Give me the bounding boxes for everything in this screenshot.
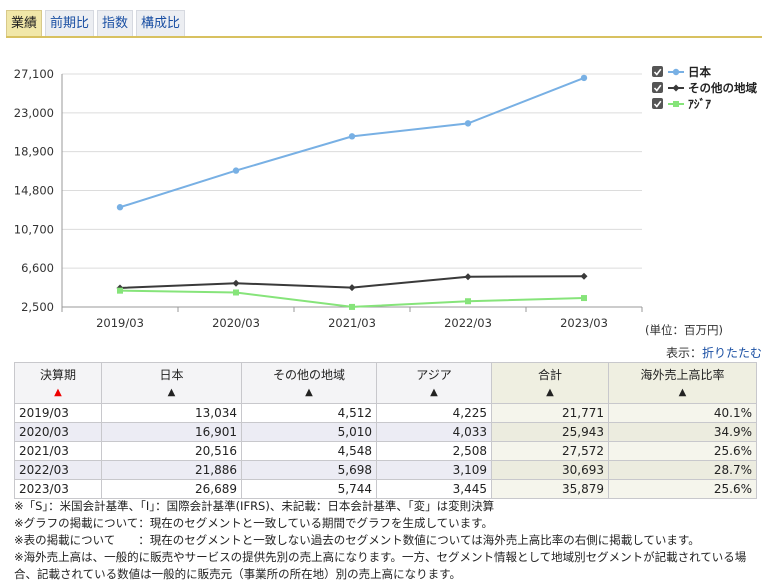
data-point [232, 167, 240, 174]
tab-composition[interactable]: 構成比 [136, 10, 186, 36]
tab-yoy[interactable]: 前期比 [45, 10, 95, 36]
x-tick-label: 2021/03 [328, 316, 376, 330]
data-point [117, 287, 123, 294]
col-header-total[interactable]: 合計 ▲ [491, 362, 609, 404]
sort-arrow-icon: ▲ [546, 387, 554, 398]
footnote: ※グラフの掲載について：現在のセグメントと一致している期間でグラフを生成していま… [14, 516, 493, 530]
data-point [464, 273, 472, 281]
data-point [349, 303, 355, 310]
data-point [348, 133, 356, 140]
y-tick-label: 18,900 [14, 145, 54, 159]
sort-arrow-icon: ▲ [305, 387, 313, 398]
x-tick-label: 2020/03 [212, 316, 260, 330]
tab-results[interactable]: 業績 [6, 10, 43, 36]
check-icon [653, 68, 662, 76]
sort-arrow-icon: ▲ [678, 387, 687, 398]
data-point [672, 68, 680, 76]
table-header-row: 決算期 ▲ 日本 ▲ その他の地域 ▲ アジア ▲ 合計 ▲ 海外売上高比率 ▲ [14, 362, 757, 404]
y-tick-label: 14,800 [14, 184, 54, 198]
x-tick-label: 2023/03 [560, 316, 608, 330]
data-point [465, 298, 471, 305]
legend-label: その他の地域 [688, 81, 757, 95]
display-toggle: 表示：折りたたむ [666, 344, 762, 361]
data-point [116, 204, 124, 211]
y-tick-label: 23,000 [14, 106, 54, 120]
y-tick-label: 27,100 [14, 67, 54, 81]
table-row: 2019/03 13,034 4,512 4,225 21,771 40.1% [14, 403, 757, 423]
data-point [673, 101, 679, 107]
table-row: 2022/03 21,886 5,698 3,109 30,693 28.7% [14, 460, 757, 480]
segment-table: 決算期 ▲ 日本 ▲ その他の地域 ▲ アジア ▲ 合計 ▲ 海外売上高比率 ▲ 2019/… [14, 362, 757, 499]
tab-underline [6, 36, 762, 38]
segment-line-chart: 27,100 23,000 18,900 14,800 10,700 6,600 2,500… [14, 65, 758, 330]
sort-arrow-icon: ▲ [54, 387, 62, 398]
x-tick-label: 2022/03 [444, 316, 492, 330]
col-header-period[interactable]: 決算期 ▲ [14, 362, 102, 404]
data-point [581, 295, 587, 302]
unit-label: (単位：百万円) [645, 323, 723, 337]
check-icon [653, 100, 662, 108]
footnote: ※表の掲載について ：現在のセグメントと一致しない過去のセグメント数値については… [14, 533, 700, 547]
data-point [233, 289, 239, 296]
col-header-japan[interactable]: 日本 ▲ [101, 362, 242, 404]
data-point [232, 279, 240, 287]
data-point [580, 74, 588, 82]
col-header-asia[interactable]: アジア ▲ [376, 362, 492, 404]
x-tick-label: 2019/03 [96, 316, 144, 330]
data-point [348, 284, 356, 292]
collapse-link[interactable]: 折りたたむ [701, 346, 762, 360]
table-row: 2023/03 26,689 5,744 3,445 35,879 25.6% [14, 479, 757, 499]
sort-arrow-icon: ▲ [167, 387, 176, 398]
y-tick-label: 2,500 [21, 300, 54, 314]
legend-checkbox[interactable] [652, 98, 663, 109]
display-prefix: 表示： [665, 346, 702, 360]
table-row: 2021/03 20,516 4,548 2,508 27,572 25.6% [14, 441, 757, 461]
tab-bar: 業績 前期比 指数 構成比 [6, 10, 186, 36]
legend-checkbox[interactable] [652, 66, 663, 77]
series-line-0 [119, 76, 585, 209]
check-icon [653, 84, 662, 92]
tab-index[interactable]: 指数 [97, 10, 134, 36]
col-header-other[interactable]: その他の地域 ▲ [241, 362, 377, 404]
data-point [580, 272, 588, 280]
y-tick-label: 6,600 [21, 261, 54, 275]
data-point [464, 120, 472, 127]
legend-checkbox[interactable] [652, 82, 663, 93]
table-row: 2020/03 16,901 5,010 4,033 25,943 34.9% [14, 422, 757, 442]
legend-label: 日本 [688, 65, 711, 79]
col-header-overseas-ratio[interactable]: 海外売上高比率 ▲ [608, 362, 757, 404]
sort-arrow-icon: ▲ [430, 387, 438, 398]
data-point [672, 84, 680, 92]
footnotes: ※「S」：米国会計基準、「I」：国際会計基準(IFRS)、未記載：日本会計基準、… [14, 498, 764, 583]
footnote: ※海外売上高は、一般的に販売やサービスの提供先別の売上高になります。一方、セグメ… [14, 550, 747, 581]
footnote: ※「S」：米国会計基準、「I」：国際会計基準(IFRS)、未記載：日本会計基準、… [14, 499, 495, 513]
legend-label: ｱｼﾞｱ [688, 97, 711, 111]
y-tick-label: 10,700 [14, 222, 54, 236]
